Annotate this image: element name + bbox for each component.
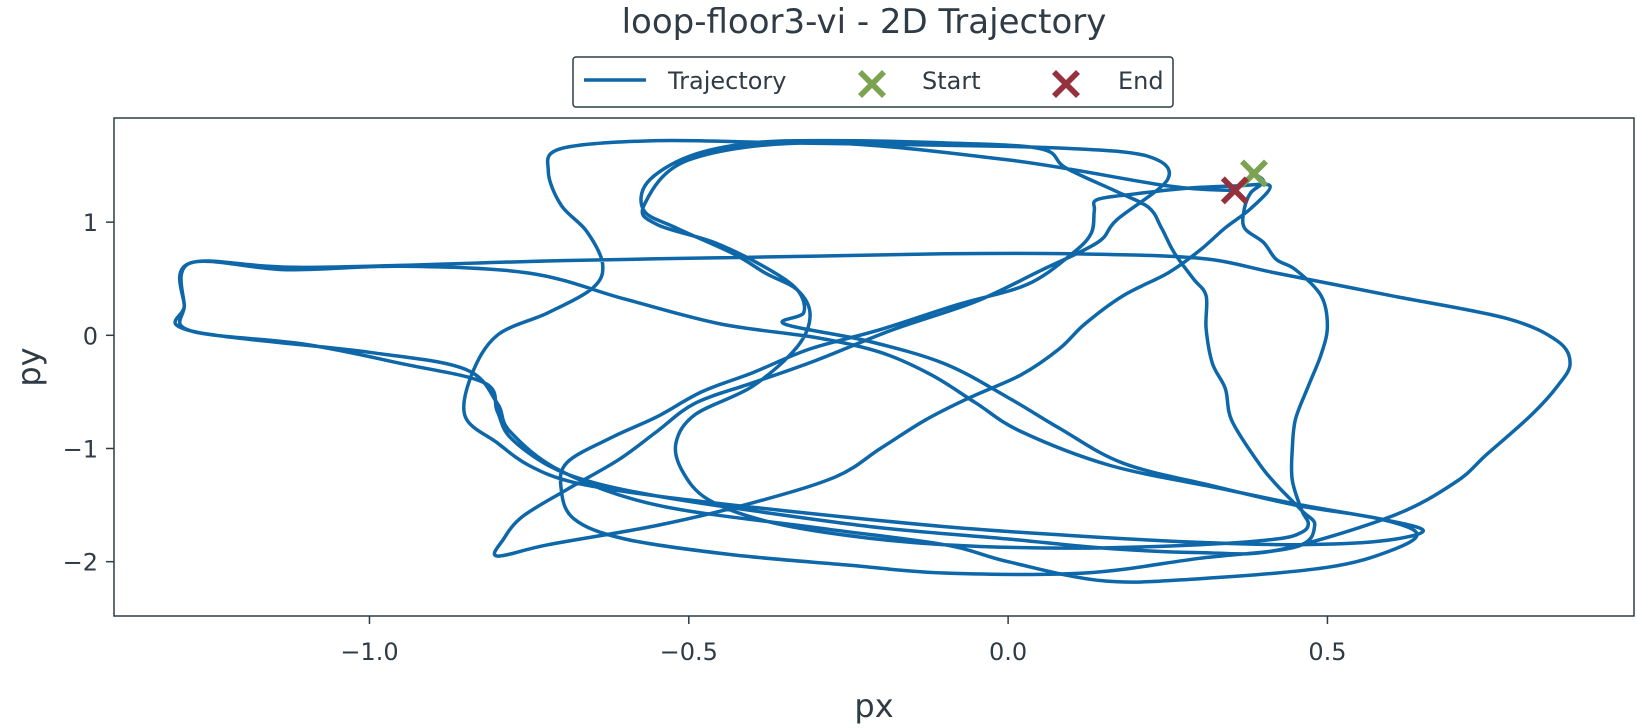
x-axis: −1.0 −0.5 0.0 0.5 (340, 616, 1347, 666)
trajectory-line (173, 138, 1572, 584)
y-tick-label: −1 (63, 435, 98, 463)
end-marker (1220, 176, 1249, 205)
x-tick-label: −0.5 (660, 638, 718, 666)
legend-end-marker (1052, 70, 1080, 98)
legend: Trajectory Start End (572, 56, 1174, 108)
y-axis-label: py (10, 347, 48, 386)
trajectory-markers (1220, 159, 1268, 205)
y-axis: 1 0 −1 −2 (63, 209, 114, 577)
y-tick-label: −2 (63, 549, 98, 577)
chart-title: loop-floor3-vi - 2D Trajectory (622, 2, 1107, 42)
legend-trajectory-label: Trajectory (667, 67, 787, 95)
x-tick-label: −1.0 (340, 638, 398, 666)
x-tick-label: 0.5 (1308, 638, 1346, 666)
legend-start-marker (858, 70, 886, 98)
x-axis-label: px (854, 687, 893, 725)
legend-start-label: Start (922, 67, 981, 95)
y-tick-label: 0 (83, 322, 98, 350)
y-tick-label: 1 (83, 209, 98, 237)
x-tick-label: 0.0 (989, 638, 1027, 666)
plot-area (113, 117, 1635, 617)
legend-end-label: End (1118, 67, 1164, 95)
